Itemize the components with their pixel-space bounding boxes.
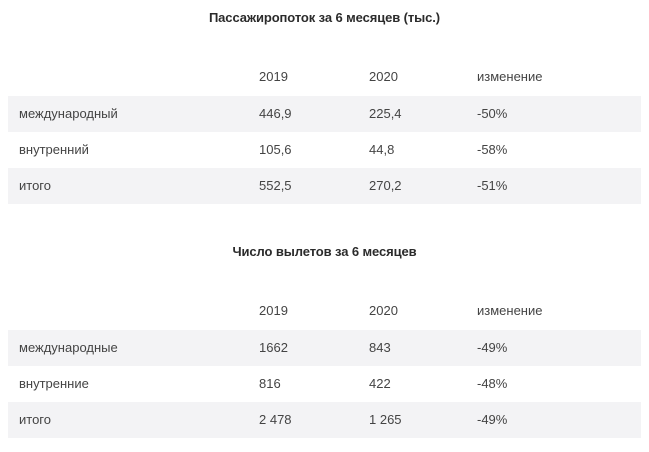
- table-title: Пассажиропоток за 6 месяцев (тыс.): [208, 10, 441, 25]
- value-2020: 422: [369, 376, 391, 391]
- table-row: внутренний 105,6 44,8 -58%: [8, 132, 641, 168]
- row-label: международный: [19, 106, 118, 121]
- value-change: -49%: [477, 340, 508, 355]
- header-cell-change: изменение: [477, 303, 543, 318]
- value-2019: 2 478: [259, 412, 292, 427]
- row-label: внутренние: [19, 376, 89, 391]
- value-2019: 1662: [259, 340, 288, 355]
- value-change: -51%: [477, 178, 508, 193]
- value-2019: 816: [259, 376, 281, 391]
- table-row: итого 2 478 1 265 -49%: [8, 402, 641, 438]
- table-title: Число вылетов за 6 месяцев: [232, 244, 417, 259]
- value-change: -58%: [477, 142, 508, 157]
- table-row: международные 1662 843 -49%: [8, 330, 641, 366]
- value-2020: 44,8: [369, 142, 395, 157]
- value-2020: 270,2: [369, 178, 402, 193]
- table-row: международный 446,9 225,4 -50%: [8, 96, 641, 132]
- table-row: итого 552,5 270,2 -51%: [8, 168, 641, 204]
- header-cell-change: изменение: [477, 69, 543, 84]
- header-cell-2019: 2019: [259, 303, 288, 318]
- row-label: международные: [19, 340, 118, 355]
- value-2020: 225,4: [369, 106, 402, 121]
- row-label: итого: [19, 178, 51, 193]
- value-2020: 1 265: [369, 412, 402, 427]
- value-2019: 446,9: [259, 106, 292, 121]
- value-2020: 843: [369, 340, 391, 355]
- row-label: итого: [19, 412, 51, 427]
- row-label: внутренний: [19, 142, 89, 157]
- table-header-row: 2019 2020 изменение: [8, 293, 641, 329]
- table-header-row: 2019 2020 изменение: [8, 59, 641, 95]
- value-change: -48%: [477, 376, 508, 391]
- value-2019: 105,6: [259, 142, 292, 157]
- header-cell-2019: 2019: [259, 69, 288, 84]
- value-change: -49%: [477, 412, 508, 427]
- value-2019: 552,5: [259, 178, 292, 193]
- header-cell-2020: 2020: [369, 69, 398, 84]
- header-cell-2020: 2020: [369, 303, 398, 318]
- value-change: -50%: [477, 106, 508, 121]
- table-row: внутренние 816 422 -48%: [8, 366, 641, 402]
